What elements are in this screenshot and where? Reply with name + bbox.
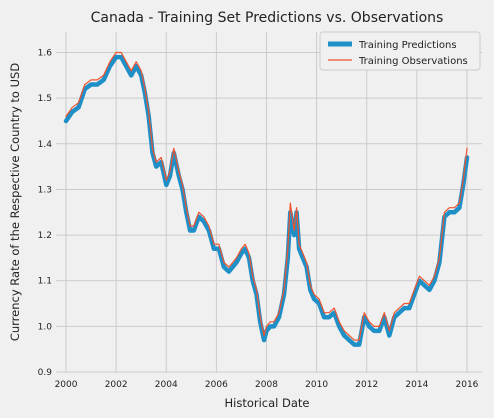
y-tick-label: 0.9 bbox=[38, 368, 53, 378]
x-tick-label: 2016 bbox=[456, 380, 479, 390]
x-tick-label: 2000 bbox=[55, 380, 78, 390]
x-tick-label: 2008 bbox=[255, 380, 278, 390]
y-tick-label: 1.0 bbox=[38, 322, 53, 332]
legend-label-predictions: Training Predictions bbox=[358, 40, 457, 51]
x-tick-label: 2014 bbox=[405, 380, 428, 390]
y-axis-label: Currency Rate of the Respective Country … bbox=[8, 63, 22, 341]
legend: Training Predictions Training Observatio… bbox=[319, 31, 481, 71]
series-line-predictions bbox=[63, 54, 470, 347]
series-line-observations bbox=[65, 51, 468, 341]
grid bbox=[56, 32, 482, 373]
x-tick-label: 2010 bbox=[305, 380, 328, 390]
x-tick-label: 2002 bbox=[105, 380, 128, 390]
x-tick-label: 2004 bbox=[155, 380, 178, 390]
y-tick-label: 1.2 bbox=[38, 231, 52, 241]
x-tick-label: 2012 bbox=[355, 380, 378, 390]
y-tick-label: 1.3 bbox=[38, 185, 52, 195]
y-tick-label: 1.5 bbox=[38, 94, 52, 104]
series-layer bbox=[63, 51, 470, 347]
chart-title: Canada - Training Set Predictions vs. Ob… bbox=[91, 10, 444, 26]
legend-label-observations: Training Observations bbox=[358, 56, 468, 67]
x-axis-label: Historical Date bbox=[224, 396, 309, 410]
tick-labels: 0.9 1.0 1.1 1.2 1.3 1.4 1.5 1.6 2000 2002 2004 2006… bbox=[38, 49, 479, 390]
y-tick-label: 1.1 bbox=[38, 277, 52, 287]
legend-box bbox=[319, 31, 481, 71]
y-tick-label: 1.6 bbox=[38, 49, 53, 59]
y-tick-label: 1.4 bbox=[38, 140, 53, 150]
x-tick-label: 2006 bbox=[205, 380, 228, 390]
